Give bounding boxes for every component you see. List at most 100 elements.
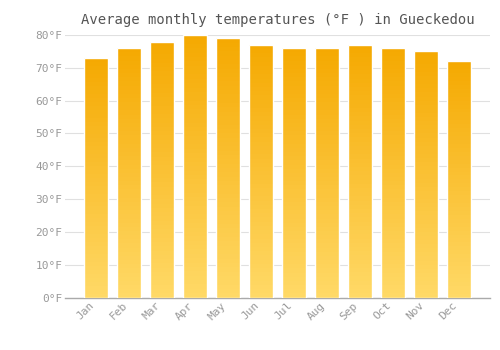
Bar [282, 268, 306, 273]
Bar [315, 123, 339, 127]
Bar [249, 133, 273, 138]
Bar [348, 251, 372, 256]
Bar [381, 214, 404, 218]
Bar [414, 92, 438, 97]
Bar [414, 97, 438, 101]
Bar [348, 188, 372, 192]
Bar [84, 214, 108, 218]
Bar [183, 83, 207, 88]
Bar [183, 158, 207, 162]
Bar [216, 133, 240, 138]
Bar [381, 52, 404, 56]
Bar [315, 82, 339, 85]
Bar [249, 251, 273, 256]
Bar [282, 169, 306, 173]
Bar [216, 82, 240, 86]
Bar [348, 281, 372, 285]
Bar [315, 48, 339, 52]
Bar [315, 177, 339, 181]
Bar [249, 201, 273, 205]
Bar [315, 277, 339, 281]
Bar [183, 52, 207, 57]
Bar [249, 95, 273, 100]
Bar [84, 234, 108, 238]
Bar [183, 210, 207, 214]
Bar [249, 268, 273, 272]
Bar [118, 235, 141, 239]
Bar [84, 274, 108, 278]
Bar [414, 240, 438, 244]
Bar [381, 82, 404, 85]
Bar [150, 122, 174, 127]
Bar [118, 94, 141, 98]
Bar [282, 235, 306, 239]
Bar [84, 98, 108, 102]
Bar [447, 85, 470, 89]
Bar [414, 166, 438, 170]
Bar [282, 119, 306, 123]
Bar [348, 163, 372, 167]
Bar [315, 181, 339, 185]
Bar [150, 272, 174, 276]
Bar [315, 135, 339, 140]
Bar [414, 80, 438, 84]
Bar [348, 154, 372, 159]
Bar [348, 142, 372, 146]
Bar [249, 150, 273, 154]
Bar [282, 293, 306, 298]
Bar [447, 234, 470, 238]
Bar [447, 227, 470, 231]
Bar [84, 66, 108, 70]
Bar [381, 127, 404, 131]
Bar [381, 231, 404, 235]
Bar [381, 277, 404, 281]
Bar [118, 106, 141, 111]
Bar [315, 152, 339, 156]
Bar [282, 248, 306, 252]
Bar [118, 210, 141, 214]
Bar [348, 243, 372, 247]
Bar [414, 117, 438, 121]
Bar [414, 207, 438, 211]
Bar [118, 285, 141, 289]
Bar [381, 235, 404, 239]
Bar [183, 254, 207, 258]
Bar [216, 168, 240, 172]
Bar [150, 153, 174, 157]
Bar [381, 65, 404, 69]
Bar [348, 276, 372, 281]
Bar [84, 122, 108, 126]
Bar [315, 106, 339, 111]
Bar [183, 35, 207, 40]
Bar [84, 94, 108, 98]
Bar [150, 191, 174, 195]
Bar [282, 94, 306, 98]
Bar [282, 140, 306, 144]
Bar [315, 127, 339, 131]
Bar [282, 210, 306, 214]
Bar [282, 218, 306, 223]
Bar [447, 112, 470, 116]
Bar [249, 163, 273, 167]
Bar [150, 80, 174, 84]
Bar [118, 169, 141, 173]
Bar [216, 233, 240, 237]
Bar [118, 115, 141, 119]
Bar [84, 110, 108, 114]
Bar [150, 229, 174, 233]
Bar [348, 234, 372, 239]
Bar [216, 99, 240, 103]
Bar [249, 70, 273, 74]
Bar [282, 206, 306, 210]
Bar [183, 284, 207, 289]
Bar [183, 153, 207, 158]
Bar [183, 280, 207, 284]
Bar [183, 289, 207, 293]
Bar [183, 135, 207, 140]
Bar [348, 180, 372, 184]
Bar [216, 116, 240, 120]
Bar [315, 202, 339, 206]
Bar [447, 282, 470, 286]
Bar [348, 268, 372, 272]
Bar [282, 223, 306, 227]
